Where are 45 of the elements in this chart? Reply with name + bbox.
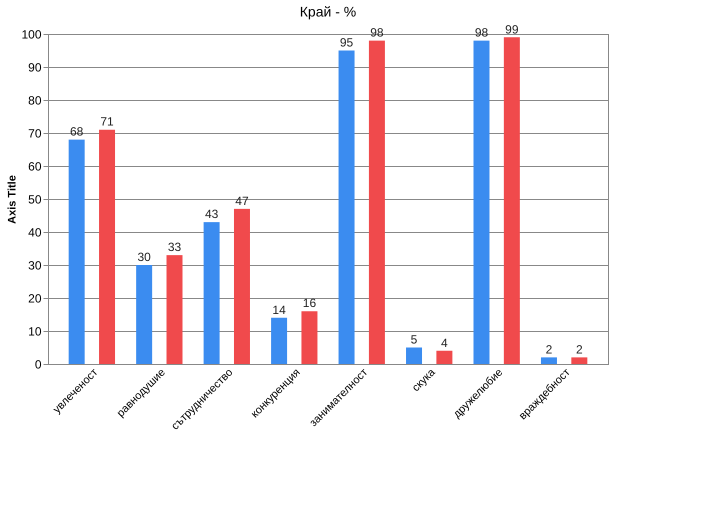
bar (271, 318, 288, 364)
y-tick-label: 0 (34, 358, 42, 372)
data-label: 95 (340, 36, 354, 50)
bar (571, 357, 588, 364)
data-label: 68 (70, 124, 84, 139)
data-label: 33 (168, 240, 182, 254)
bar (301, 311, 318, 364)
chart-title: Край - % (300, 3, 356, 20)
bar (204, 222, 220, 364)
data-label: 99 (505, 22, 519, 36)
y-tick-label: 40 (28, 226, 42, 240)
data-label: 2 (576, 342, 583, 356)
data-label: 71 (100, 114, 114, 129)
data-label: 5 (410, 332, 418, 346)
bar (540, 357, 557, 364)
y-tick-label: 60 (28, 160, 42, 174)
data-label: 47 (235, 194, 249, 208)
bar (166, 255, 183, 364)
y-tick-label: 10 (28, 324, 42, 338)
bar (436, 350, 452, 364)
data-label: 43 (204, 207, 219, 222)
y-tick-label: 20 (28, 292, 42, 306)
bar (406, 348, 422, 364)
data-label: 4 (441, 336, 448, 350)
y-axis-title: Axis Title (6, 175, 18, 224)
y-tick-label: 50 (28, 192, 42, 206)
y-tick-label: 90 (28, 60, 42, 74)
y-tick-label: 100 (21, 28, 42, 42)
bar (68, 140, 85, 364)
bar (504, 37, 520, 364)
data-label: 30 (137, 250, 152, 264)
data-label: 98 (474, 26, 488, 40)
bar (473, 40, 490, 364)
bar (234, 208, 250, 364)
y-tick-label: 30 (28, 258, 42, 272)
data-label: 98 (370, 26, 384, 40)
data-label: 14 (272, 302, 286, 317)
bar (368, 40, 385, 364)
bar (99, 130, 116, 364)
y-tick-label: 70 (28, 126, 42, 140)
bar (136, 265, 152, 364)
data-label: 16 (302, 296, 316, 310)
data-label: 2 (546, 342, 553, 356)
bar (338, 50, 355, 364)
y-tick-label: 80 (28, 94, 42, 108)
